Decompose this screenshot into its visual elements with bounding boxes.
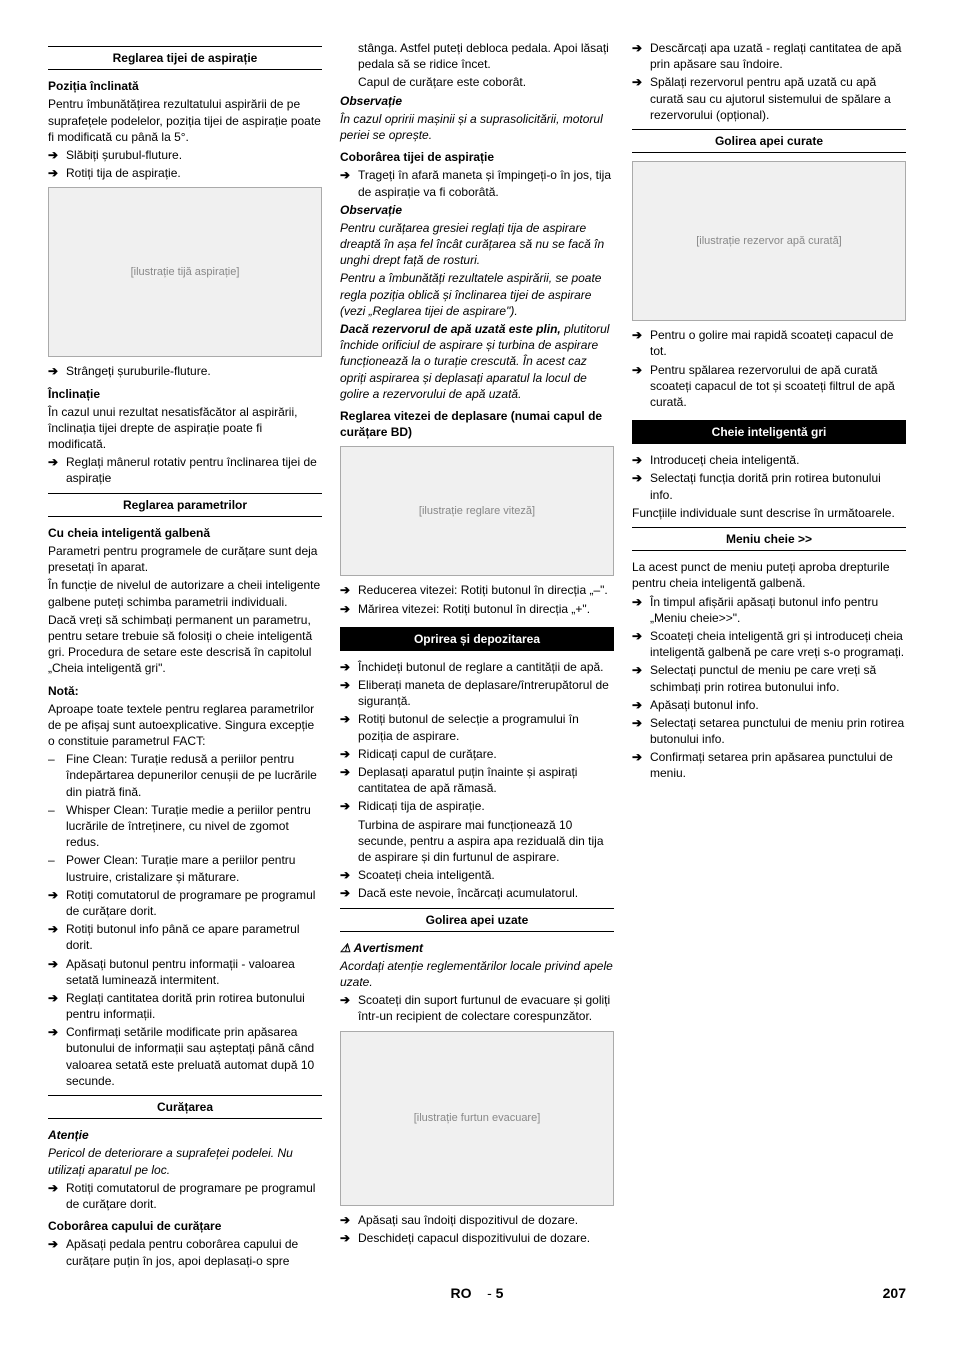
text: Turbina de aspirare mai funcționează 10 … [358,817,614,866]
label-atentie: Atenție [48,1127,322,1143]
step: ➔Selectați setarea punctului de meniu pr… [632,715,906,747]
step: ➔Rotiți butonul info până ce apare param… [48,921,322,953]
step: ➔Confirmați setările modificate prin apă… [48,1024,322,1089]
subhead-pozitia: Poziția înclinată [48,78,322,94]
step: ➔Reglați mânerul rotativ pentru înclinar… [48,454,322,486]
subhead-cheie-galbena: Cu cheia inteligentă galbenă [48,525,322,541]
step: ➔Mărirea vitezei: Rotiți butonul în dire… [340,601,614,617]
text: Capul de curățare este coborât. [358,74,614,90]
page-content: Reglarea tijei de aspirație Poziția încl… [48,40,906,1270]
text: Funcțiile individuale sunt descrise în u… [632,505,906,521]
step: ➔Spălați rezervorul pentru apă uzată cu … [632,74,906,123]
step: ➔Scoateți din suport furtunul de evacuar… [340,992,614,1024]
text: Dacă vreți să schimbați permanent un par… [48,612,322,677]
list-item: –Power Clean: Turație mare a periilor pe… [48,852,322,884]
step: ➔Deplasați aparatul puțin înainte și asp… [340,764,614,796]
figure-speed-knob: [ilustrație reglare viteză] [340,446,614,576]
step: ➔Scoateți cheia inteligentă. [340,867,614,883]
heading-reglarea-parametrilor: Reglarea parametrilor [48,493,322,517]
page-footer: RO - 5 207 [48,1270,906,1303]
text: În cazul unui rezultat nesatisfăcător al… [48,404,322,453]
step: ➔Rotiți butonul de selecție a programulu… [340,711,614,743]
step: ➔Strângeți șuruburile-fluture. [48,363,322,379]
label-observatie: Observație [340,202,614,218]
heading-golire-uzata: Golirea apei uzate [340,908,614,932]
text-italic: Pentru a îmbunătăți rezultatele aspirări… [340,270,614,319]
step: ➔Apăsați butonul pentru informații - val… [48,956,322,988]
step: ➔Slăbiți șurubul-fluture. [48,147,322,163]
footer-sep: - [487,1285,492,1301]
figure-suction-bar: [ilustrație tijă aspirație] [48,187,322,357]
step: ➔Reglați cantitatea dorită prin rotirea … [48,990,322,1022]
heading-curatarea: Curățarea [48,1095,322,1119]
label-avertisment: Avertisment [340,940,614,956]
text: Pentru îmbunătățirea rezultatului aspiră… [48,96,322,145]
step: ➔Deschideți capacul dispozitivului de do… [340,1230,614,1246]
text: La acest punct de meniu puteți aproba dr… [632,559,906,591]
subhead-coborare-cap: Coborârea capului de curățare [48,1218,322,1234]
heading-oprirea: Oprirea și depozitarea [340,627,614,651]
footer-page-global: 207 [846,1284,906,1303]
step: ➔Selectați punctul de meniu pe care vreț… [632,662,906,694]
step: ➔În timpul afișării apăsați butonul info… [632,594,906,626]
text: Parametri pentru programele de curățare … [48,543,322,575]
step: ➔Dacă este nevoie, încărcați acumulatoru… [340,885,614,901]
step: ➔Pentru spălarea rezervorului de apă cur… [632,362,906,411]
step: ➔Apăsați sau îndoiți dispozitivul de doz… [340,1212,614,1228]
figure-freshwater-tank: [ilustrație rezervor apă curată] [632,161,906,321]
list-item: –Fine Clean: Turație redusă a periilor p… [48,751,322,800]
text-italic: Pericol de deteriorare a suprafeței pode… [48,1145,322,1177]
text-italic: Acordați atenție reglementărilor locale … [340,958,614,990]
step: ➔Reducerea vitezei: Rotiți butonul în di… [340,582,614,598]
heading-cheie-gri: Cheie inteligentă gri [632,420,906,444]
step: ➔Închideți butonul de reglare a cantităț… [340,659,614,675]
step: ➔Rotiți tija de aspirație. [48,165,322,181]
step: ➔Confirmați setarea prin apăsarea punctu… [632,749,906,781]
footer-page-local: 5 [496,1285,504,1301]
footer-lang: RO [451,1285,472,1301]
heading-reglarea-tijei: Reglarea tijei de aspirație [48,46,322,70]
subhead-coborare-tija: Coborârea tijei de aspirație [340,149,614,165]
list-item: –Whisper Clean: Turație medie a periilor… [48,802,322,851]
text-italic: Pentru curățarea gresiei reglați tija de… [340,220,614,269]
step: ➔Apăsați butonul info. [632,697,906,713]
step: ➔Eliberați maneta de deplasare/întrerupă… [340,677,614,709]
text: În funcție de nivelul de autorizare a ch… [48,577,322,609]
step: ➔Selectați funcția dorită prin rotirea b… [632,470,906,502]
subhead-viteza: Reglarea vitezei de deplasare (numai cap… [340,408,614,440]
label-observatie: Observație [340,93,614,109]
step: ➔Pentru o golire mai rapidă scoateți cap… [632,327,906,359]
figure-drain-hose: [ilustrație furtun evacuare] [340,1031,614,1206]
heading-golire-curata: Golirea apei curate [632,129,906,153]
step: ➔Rotiți comutatorul de programare pe pro… [48,887,322,919]
step: ➔Descărcați apa uzată - reglați cantitat… [632,40,906,72]
step: ➔Trageți în afară maneta și împingeți-o … [340,167,614,199]
step: ➔Rotiți comutatorul de programare pe pro… [48,1180,322,1212]
subhead-nota: Notă: [48,683,322,699]
text: Aproape toate textele pentru reglarea pa… [48,701,322,750]
step: ➔Scoateți cheia inteligentă gri și intro… [632,628,906,660]
step: ➔Ridicați tija de aspirație. [340,798,614,814]
text-italic: Dacă rezervorul de apă uzată este plin, … [340,321,614,402]
step: ➔Introduceți cheia inteligentă. [632,452,906,468]
subhead-inclinatie: Înclinație [48,386,322,402]
text-italic: În cazul opririi mașinii și a suprasolic… [340,111,614,143]
heading-meniu-cheie: Meniu cheie >> [632,527,906,551]
step: ➔Ridicați capul de curățare. [340,746,614,762]
